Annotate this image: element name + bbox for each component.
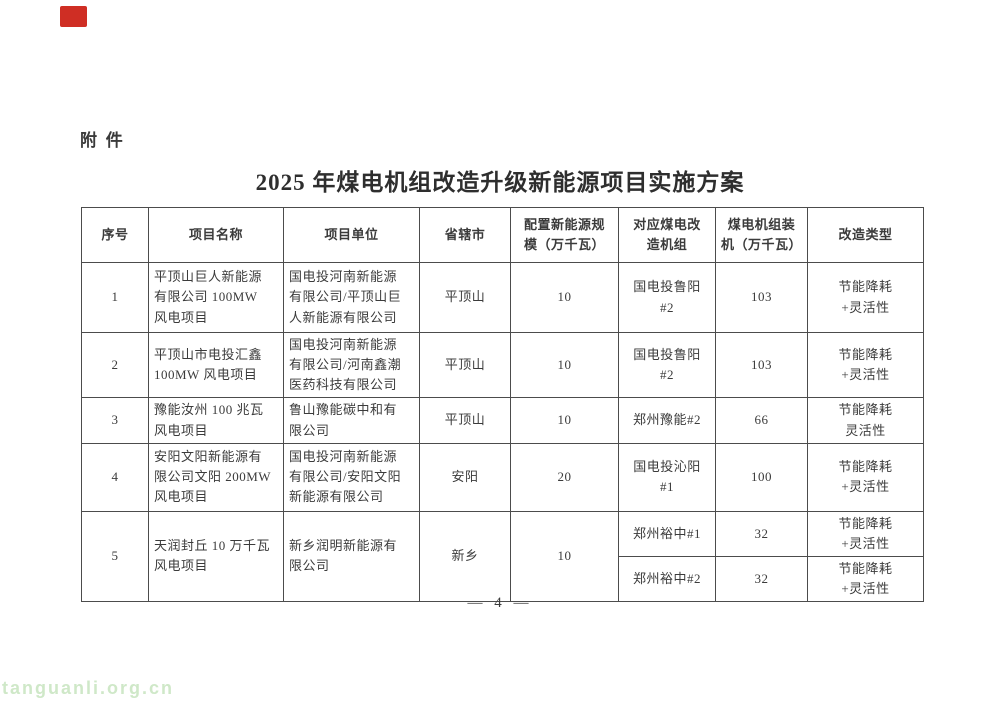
cell-project-unit: 鲁山豫能碳中和有 限公司 [283, 397, 420, 444]
cell-capacity: 103 [715, 262, 808, 333]
cell-capacity: 103 [715, 331, 808, 399]
red-stamp-mark [60, 6, 87, 27]
projects-table: 序号 项目名称 项目单位 省辖市 配置新能源规 模（万千瓦） 对应煤电改 造机组… [81, 207, 924, 603]
cell-capacity: 32 [715, 510, 808, 557]
cell-project-unit: 国电投河南新能源 有限公司/平顶山巨 人新能源有限公司 [283, 262, 420, 333]
cell-project-unit: 新乡润明新能源有 限公司 [283, 510, 420, 603]
cell-coal-unit: 国电投鲁阳 #2 [618, 262, 716, 333]
cell-project-name: 安阳文阳新能源有 限公司文阳 200MW 风电项目 [148, 442, 284, 512]
cell-serial: 5 [81, 510, 149, 603]
cell-project-unit: 国电投河南新能源 有限公司/安阳文阳 新能源有限公司 [283, 442, 420, 512]
table-row: 4 安阳文阳新能源有 限公司文阳 200MW 风电项目 国电投河南新能源 有限公… [81, 442, 924, 512]
header-project-name: 项目名称 [148, 207, 284, 263]
table-sub-row: 郑州裕中#2 32 节能降耗 +灵活性 [82, 555, 924, 603]
cell-serial: 4 [81, 442, 149, 512]
cell-scale: 10 [510, 331, 619, 399]
table-header-row: 序号 项目名称 项目单位 省辖市 配置新能源规 模（万千瓦） 对应煤电改 造机组… [81, 207, 924, 263]
cell-coal-unit: 郑州裕中#1 [618, 510, 716, 557]
cell-project-unit: 国电投河南新能源 有限公司/河南鑫潮 医药科技有限公司 [283, 331, 420, 399]
table-row: 2 平顶山市电投汇鑫 100MW 风电项目 国电投河南新能源 有限公司/河南鑫潮… [81, 331, 924, 399]
cell-retrofit-type: 节能降耗 +灵活性 [807, 262, 924, 333]
cell-coal-unit: 郑州豫能#2 [618, 397, 716, 444]
cell-serial: 1 [81, 262, 149, 333]
cell-retrofit-type: 节能降耗 +灵活性 [807, 510, 924, 557]
cell-scale: 10 [510, 397, 619, 444]
header-retrofit-type: 改造类型 [807, 207, 924, 263]
cell-city: 新乡 [419, 510, 511, 603]
cell-capacity: 66 [715, 397, 808, 444]
cell-scale: 20 [510, 442, 619, 512]
header-city: 省辖市 [419, 207, 511, 263]
cell-serial: 2 [81, 331, 149, 399]
header-serial: 序号 [81, 207, 149, 263]
header-project-unit: 项目单位 [283, 207, 420, 263]
cell-retrofit-type: 节能降耗 灵活性 [807, 397, 924, 444]
table-row: 3 豫能汝州 100 兆瓦 风电项目 鲁山豫能碳中和有 限公司 平顶山 10 郑… [81, 397, 924, 444]
header-capacity: 煤电机组装 机（万千瓦） [715, 207, 808, 263]
page-title: 2025 年煤电机组改造升级新能源项目实施方案 [255, 170, 745, 195]
cell-coal-unit: 国电投沁阳 #1 [618, 442, 716, 512]
cell-capacity: 32 [715, 555, 808, 603]
cell-retrofit-type: 节能降耗 +灵活性 [807, 555, 924, 603]
attachment-label: 附 件 [80, 131, 125, 150]
watermark: tanguanli.org.cn [2, 678, 175, 698]
cell-retrofit-type: 节能降耗 +灵活性 [807, 331, 924, 399]
cell-serial: 3 [81, 397, 149, 444]
header-scale: 配置新能源规 模（万千瓦） [510, 207, 619, 263]
cell-project-name: 豫能汝州 100 兆瓦 风电项目 [148, 397, 284, 444]
cell-project-name: 天润封丘 10 万千瓦 风电项目 [148, 510, 284, 603]
cell-project-name: 平顶山市电投汇鑫 100MW 风电项目 [148, 331, 284, 399]
cell-scale: 10 [510, 262, 619, 333]
cell-project-name: 平顶山巨人新能源 有限公司 100MW 风电项目 [148, 262, 284, 333]
cell-coal-unit: 郑州裕中#2 [618, 555, 716, 603]
header-coal-unit: 对应煤电改 造机组 [618, 207, 716, 263]
cell-capacity: 100 [715, 442, 808, 512]
cell-coal-unit: 国电投鲁阳 #2 [618, 331, 716, 399]
table-row: 1 平顶山巨人新能源 有限公司 100MW 风电项目 国电投河南新能源 有限公司… [81, 262, 924, 333]
cell-city: 平顶山 [419, 397, 511, 444]
cell-city: 平顶山 [419, 262, 511, 333]
cell-city: 安阳 [419, 442, 511, 512]
cell-scale: 10 [510, 510, 619, 603]
page-number: — 4 — [467, 595, 533, 611]
cell-retrofit-type: 节能降耗 +灵活性 [807, 442, 924, 512]
cell-city: 平顶山 [419, 331, 511, 399]
table-row: 5 天润封丘 10 万千瓦 风电项目 新乡润明新能源有 限公司 新乡 10 郑州… [81, 510, 924, 603]
